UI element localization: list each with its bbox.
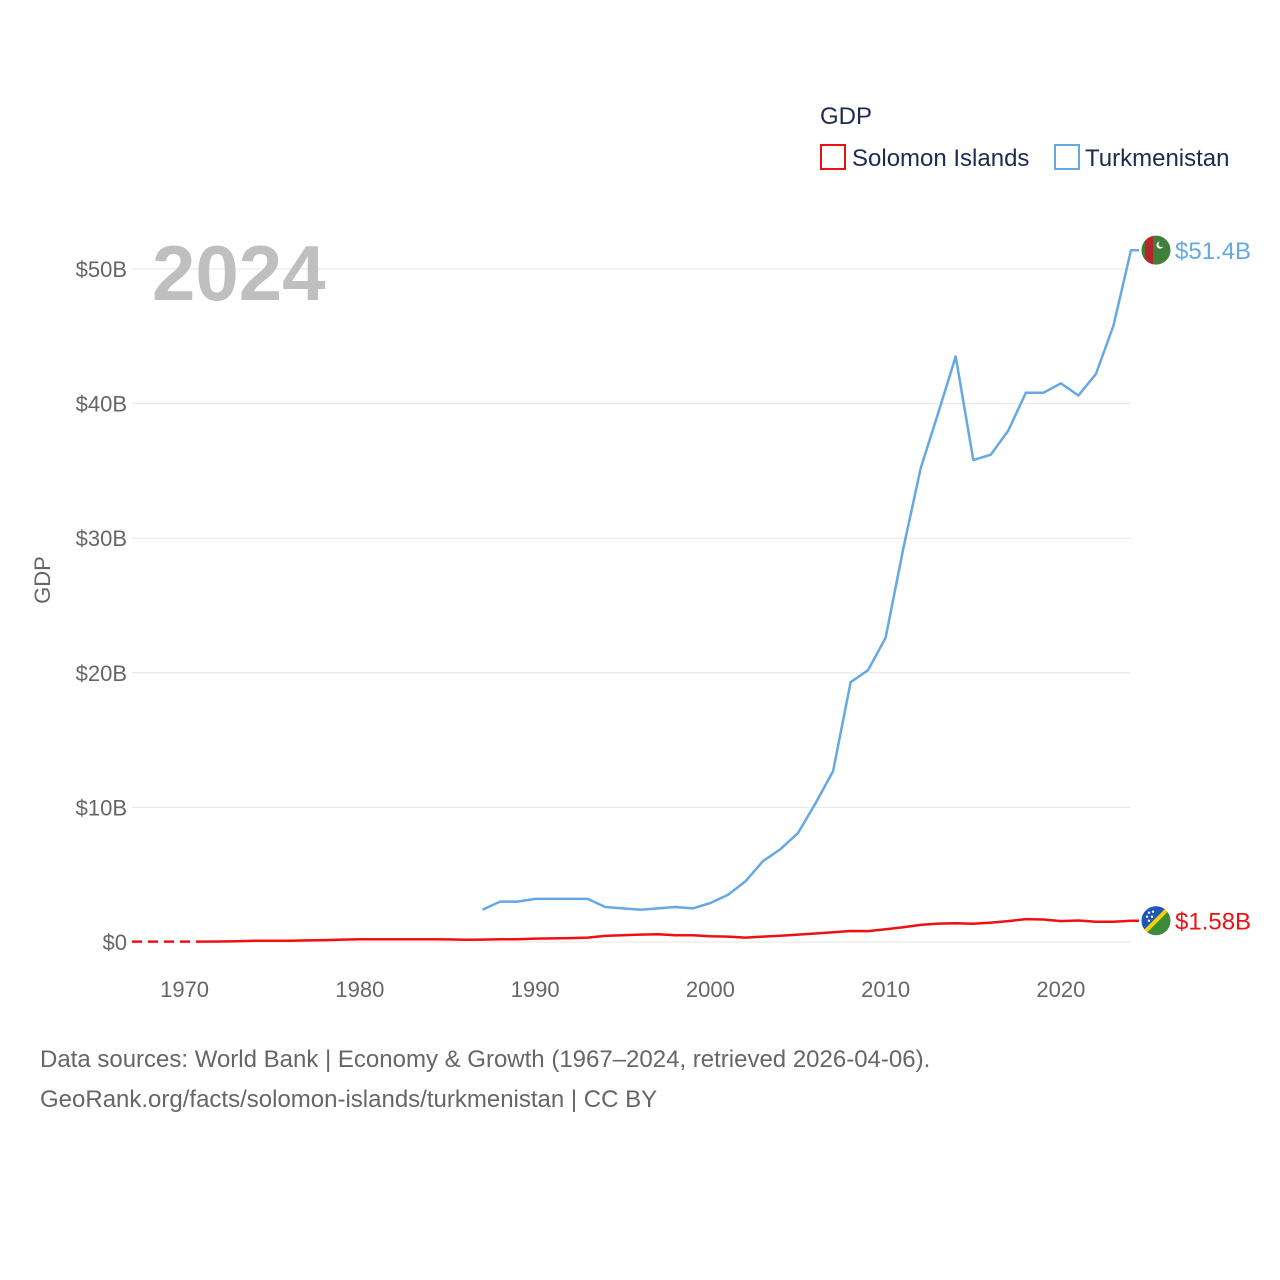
series-line-turkmenistan [481, 248, 1139, 911]
y-axis-ticks: $0 $10B $20B $30B $40B $50B [76, 257, 127, 955]
y-tick-label: $10B [76, 795, 127, 820]
footer: Data sources: World Bank | Economy & Gro… [40, 1040, 930, 1120]
legend-swatch-solomon-islands[interactable] [820, 144, 846, 170]
x-tick-label: 1970 [160, 977, 209, 1002]
series-line-solomon-islands [202, 917, 1139, 943]
series-lines [132, 248, 1139, 943]
y-tick-label: $50B [76, 257, 127, 282]
y-axis-label: GDP [30, 556, 55, 604]
end-value-label-solomon-islands: $1.58B [1175, 909, 1251, 936]
y-tick-label: $40B [76, 392, 127, 417]
legend-label-turkmenistan[interactable]: Turkmenistan [1085, 145, 1230, 172]
legend: GDP Solomon Islands Turkmenistan [820, 103, 1230, 172]
x-tick-label: 1990 [511, 977, 560, 1002]
year-label: 2024 [152, 229, 326, 317]
end-value-label-turkmenistan: $51.4B [1175, 238, 1251, 265]
footer-sources: Data sources: World Bank | Economy & Gro… [40, 1046, 931, 1073]
y-tick-label: $30B [76, 526, 127, 551]
end-markers: $1.58B $51.4B [1140, 234, 1251, 937]
x-tick-label: 2000 [686, 977, 735, 1002]
legend-title: GDP [820, 103, 872, 130]
y-tick-label: $0 [103, 930, 127, 955]
x-tick-label: 2020 [1036, 977, 1085, 1002]
x-axis-ticks: 1970 1980 1990 2000 2010 2020 [160, 977, 1085, 1002]
legend-label-solomon-islands[interactable]: Solomon Islands [852, 145, 1029, 172]
solomon-islands-flag-icon [1140, 905, 1172, 937]
y-tick-label: $20B [76, 661, 127, 686]
turkmenistan-flag-icon [1140, 234, 1172, 266]
grid-lines [132, 268, 1131, 943]
x-tick-label: 1980 [335, 977, 384, 1002]
legend-swatch-turkmenistan[interactable] [1054, 144, 1080, 170]
footer-url: GeoRank.org/facts/solomon-islands/turkme… [40, 1086, 658, 1113]
x-tick-label: 2010 [861, 977, 910, 1002]
